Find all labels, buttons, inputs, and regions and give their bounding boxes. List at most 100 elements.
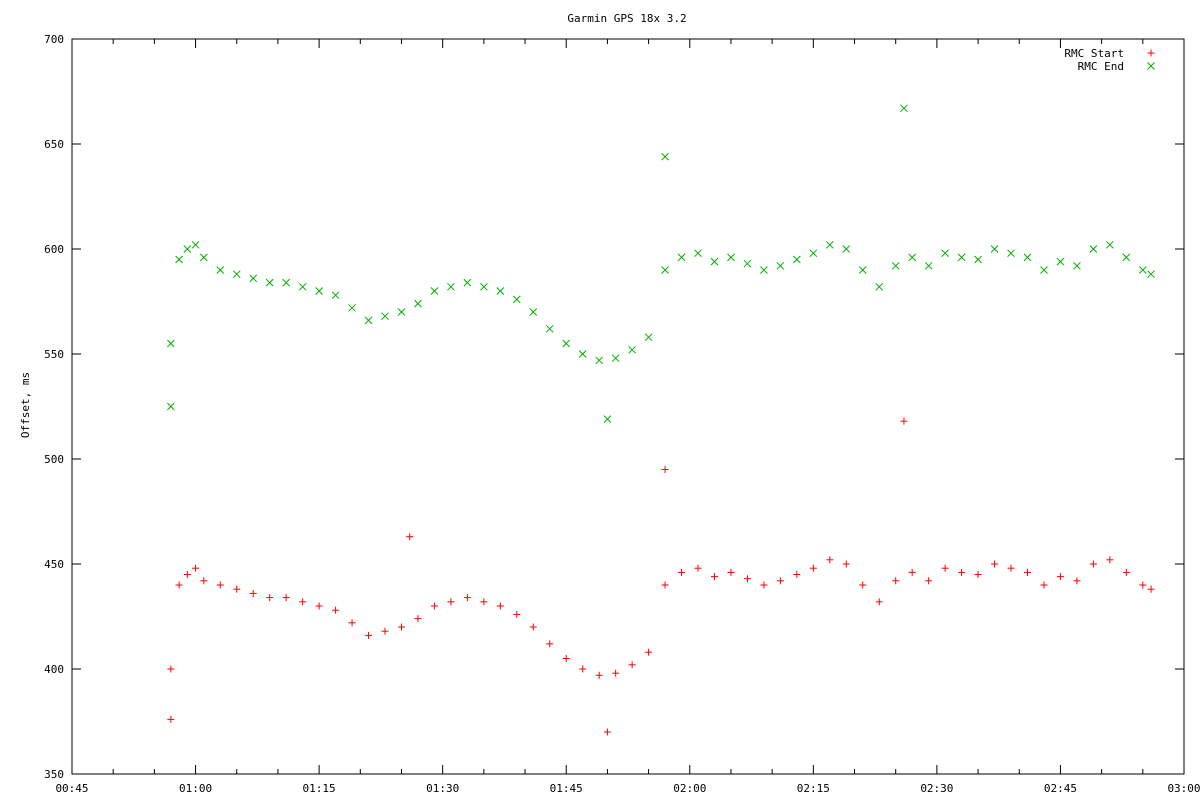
rmc-start-point — [447, 598, 455, 606]
rmc-start-point — [513, 610, 521, 618]
rmc-end-point — [232, 270, 241, 279]
rmc-start-point — [1147, 585, 1155, 593]
rmc-end-point — [677, 253, 686, 262]
rmc-start-point — [793, 571, 801, 578]
legend-label: RMC Start — [1064, 47, 1124, 60]
rmc-end-point — [216, 266, 225, 274]
rmc-end-point — [941, 249, 949, 258]
rmc-end-point — [348, 303, 356, 312]
rmc-end-point — [166, 339, 175, 348]
rmc-end-point — [694, 249, 702, 258]
y-tick-label: 600 — [44, 243, 64, 256]
y-tick-label: 650 — [44, 138, 64, 151]
rmc-start-point — [381, 627, 389, 635]
rmc-start-point — [809, 564, 817, 572]
rmc-start-point — [406, 533, 414, 541]
y-tick-label: 450 — [44, 558, 64, 571]
rmc-end-point — [282, 278, 291, 287]
rmc-end-point — [891, 261, 900, 270]
rmc-end-point — [463, 278, 472, 287]
rmc-end-point — [447, 282, 455, 291]
rmc-start-point — [776, 577, 784, 585]
rmc-end-point — [529, 308, 538, 316]
rmc-start-point — [1073, 577, 1081, 585]
rmc-start-point — [175, 581, 183, 589]
rmc-start-point — [760, 581, 768, 589]
rmc-start-point — [1106, 556, 1114, 564]
rmc-end-point — [809, 249, 818, 258]
rmc-start-point — [200, 577, 208, 585]
rmc-start-point — [192, 564, 200, 572]
rmc-end-point — [990, 245, 999, 253]
rmc-end-point — [825, 240, 834, 249]
x-tick-label: 00:45 — [55, 782, 88, 795]
rmc-start-point — [315, 602, 323, 610]
rmc-start-point — [1023, 568, 1031, 576]
rmc-end-point — [900, 104, 908, 113]
rmc-end-point — [661, 152, 669, 161]
rmc-end-point — [710, 257, 719, 266]
rmc-start-point — [661, 466, 669, 473]
rmc-end-point — [430, 287, 439, 295]
legend-label: RMC End — [1078, 60, 1124, 73]
rmc-end-point — [1007, 249, 1015, 258]
rmc-end-point — [760, 266, 768, 274]
chart-title: Garmin GPS 18x 3.2 — [567, 12, 686, 25]
rmc-start-point — [678, 568, 686, 576]
rmc-start-point — [941, 564, 949, 572]
rmc-start-point — [743, 575, 751, 583]
rmc-start-point — [480, 598, 488, 606]
rmc-start-point — [875, 598, 883, 606]
rmc-end-point — [908, 253, 917, 262]
points-layer — [166, 104, 1155, 736]
rmc-start-point — [710, 573, 718, 581]
rmc-start-point — [892, 577, 900, 585]
x-tick-label: 02:45 — [1044, 782, 1077, 795]
rmc-start-point — [365, 631, 373, 639]
rmc-start-point — [397, 623, 405, 631]
rmc-end-point — [265, 278, 274, 287]
x-tick-label: 02:00 — [673, 782, 706, 795]
rmc-start-point — [183, 571, 191, 578]
rmc-start-point — [282, 594, 290, 602]
rmc-start-point — [628, 661, 636, 669]
rmc-start-point — [529, 623, 537, 631]
rmc-start-point — [216, 581, 224, 589]
rmc-end-point — [199, 253, 208, 262]
rmc-start-point — [579, 665, 587, 673]
rmc-end-point — [175, 255, 183, 264]
rmc-start-point — [595, 671, 603, 679]
rmc-start-point — [925, 577, 933, 585]
rmc-start-point — [1089, 560, 1097, 568]
rmc-start-point — [546, 640, 554, 648]
rmc-start-point — [612, 669, 620, 677]
rmc-end-point — [1023, 253, 1032, 262]
rmc-end-point — [496, 287, 505, 295]
rmc-start-point — [1056, 573, 1064, 581]
rmc-end-point — [1056, 257, 1065, 266]
y-tick-label: 550 — [44, 348, 64, 361]
rmc-end-point — [727, 253, 735, 262]
rmc-end-point — [957, 253, 966, 262]
rmc-start-point — [974, 571, 982, 578]
rmc-end-point — [611, 354, 620, 363]
rmc-end-point — [364, 316, 373, 325]
x-tick-label: 01:00 — [179, 782, 212, 795]
rmc-start-point — [348, 619, 356, 627]
x-tick-label: 01:15 — [303, 782, 336, 795]
rmc-end-point — [974, 255, 982, 264]
rmc-end-point — [479, 282, 488, 291]
rmc-start-point — [603, 728, 611, 736]
rmc-end-point — [249, 274, 258, 283]
rmc-end-point — [1138, 266, 1147, 274]
legend-marker — [1147, 62, 1155, 70]
rmc-start-point — [991, 560, 999, 568]
rmc-start-point — [496, 602, 504, 610]
rmc-start-point — [233, 585, 241, 593]
rmc-start-point — [645, 648, 653, 656]
rmc-end-point — [578, 350, 587, 358]
rmc-end-point — [1106, 240, 1114, 249]
y-tick-label: 400 — [44, 663, 64, 676]
